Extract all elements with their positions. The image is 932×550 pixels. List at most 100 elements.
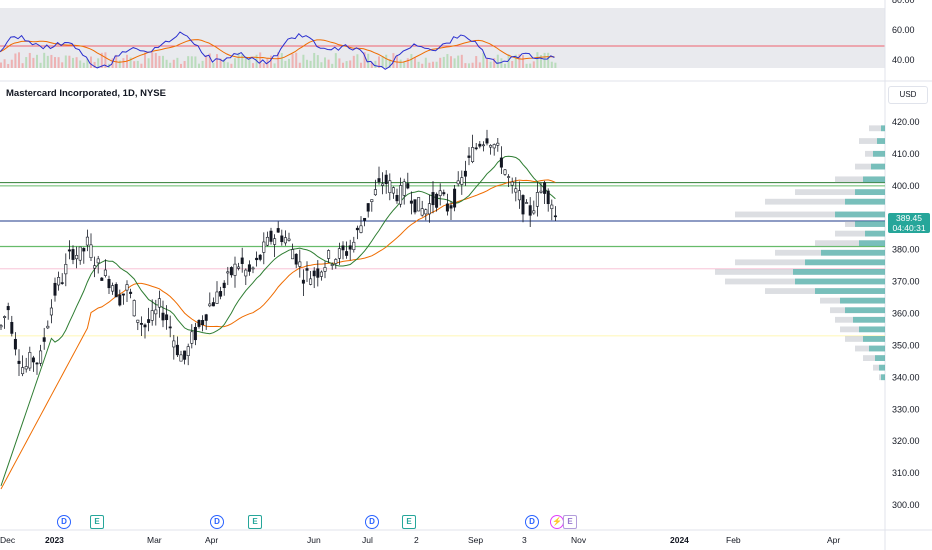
volume-bar <box>194 56 197 68</box>
symbol-title[interactable]: Mastercard Incorporated, 1D, NYSE <box>6 88 166 99</box>
candle-body <box>424 209 428 215</box>
candle-body <box>229 267 233 276</box>
candle-body <box>183 350 187 360</box>
volume-bar <box>529 63 532 68</box>
earnings-marker[interactable]: E <box>248 515 262 529</box>
volume-bar <box>147 58 150 68</box>
candle-body <box>168 326 172 329</box>
volume-bar <box>442 56 445 68</box>
volume-bar <box>162 55 164 68</box>
candle-body <box>3 316 7 318</box>
candle-body <box>57 277 61 286</box>
split-marker[interactable]: ⚡ <box>550 515 564 529</box>
candle-body <box>301 279 305 284</box>
volume-bar <box>493 58 496 68</box>
volume-bar <box>352 55 355 68</box>
candle-body <box>262 241 266 253</box>
candle-body <box>17 360 21 364</box>
volume-bar <box>187 56 190 68</box>
candle-body <box>514 188 518 193</box>
candle-body <box>525 202 529 204</box>
volume-bar <box>25 57 28 68</box>
earnings-upcoming-marker[interactable]: E <box>563 515 577 529</box>
time-tick-label: Sep <box>468 535 484 545</box>
candle-body <box>247 264 251 272</box>
candle-body <box>474 147 478 150</box>
candle-body <box>107 279 111 289</box>
candle-body <box>427 203 431 215</box>
volume-bar <box>453 58 456 68</box>
candle-body <box>352 241 356 250</box>
volume-bar <box>223 58 226 68</box>
candle-body <box>366 203 370 212</box>
candle-body <box>377 178 381 183</box>
volume-profile-bar-up <box>859 326 885 333</box>
volume-bar <box>201 60 204 68</box>
volume-profile-bar-up <box>821 249 885 256</box>
volume-bar <box>169 62 172 68</box>
volume-bar <box>309 60 312 68</box>
candle-body <box>499 157 503 168</box>
volume-bar <box>424 57 427 68</box>
price-tick-label: 300.00 <box>892 500 920 510</box>
volume-bar <box>435 61 438 68</box>
time-tick-label: Mar <box>147 535 162 545</box>
volume-bar <box>399 59 402 68</box>
volume-bar <box>320 62 323 68</box>
dividend-marker[interactable]: D <box>365 515 379 529</box>
volume-profile-bar-up <box>840 297 885 304</box>
earnings-marker[interactable]: E <box>402 515 416 529</box>
candle-body <box>201 320 205 326</box>
candle-body <box>373 189 377 196</box>
candle-body <box>147 319 151 323</box>
volume-bar <box>540 55 542 68</box>
candle-body <box>348 245 352 250</box>
candle-body <box>539 190 543 193</box>
volume-bar <box>367 53 370 68</box>
volume-bar <box>396 54 398 68</box>
candle-body <box>100 277 104 281</box>
volume-bar <box>244 57 247 68</box>
candle-body <box>226 271 230 274</box>
volume-bar <box>550 61 553 68</box>
candle-body <box>129 291 133 294</box>
volume-bar <box>208 53 211 68</box>
candle-body <box>463 170 467 177</box>
volume-bar <box>547 52 550 68</box>
candle-body <box>161 312 165 321</box>
time-tick-label: 2 <box>414 535 419 545</box>
candle-body <box>46 325 50 329</box>
volume-bar <box>511 61 514 68</box>
volume-bar <box>478 62 481 68</box>
volume-bar <box>277 52 280 68</box>
dividend-marker[interactable]: D <box>57 515 71 529</box>
volume-profile-bar-up <box>877 138 885 144</box>
volume-bar <box>259 52 262 68</box>
dividend-marker[interactable]: D <box>525 515 539 529</box>
candle-body <box>388 180 392 194</box>
price-tick-label: 360.00 <box>892 309 920 319</box>
currency-button[interactable]: USD <box>888 86 928 104</box>
volume-bar <box>54 57 56 68</box>
candle-body <box>370 199 374 202</box>
candle-body <box>402 181 406 196</box>
candle-body <box>543 182 547 194</box>
volume-bar <box>172 59 175 68</box>
volume-bar <box>406 58 409 68</box>
candle-body <box>82 248 86 252</box>
volume-bar <box>532 61 535 68</box>
candlestick-series <box>0 129 557 377</box>
volume-bar <box>302 54 305 68</box>
volume-bar <box>385 54 388 68</box>
volume-bar <box>144 52 146 68</box>
volume-bar <box>489 61 492 68</box>
volume-bar <box>64 55 67 68</box>
dividend-marker[interactable]: D <box>210 515 224 529</box>
earnings-marker[interactable]: E <box>90 515 104 529</box>
candle-body <box>363 217 367 221</box>
volume-bar <box>496 54 499 68</box>
volume-bar <box>129 57 132 68</box>
candle-body <box>78 246 82 261</box>
candle-body <box>309 278 313 285</box>
